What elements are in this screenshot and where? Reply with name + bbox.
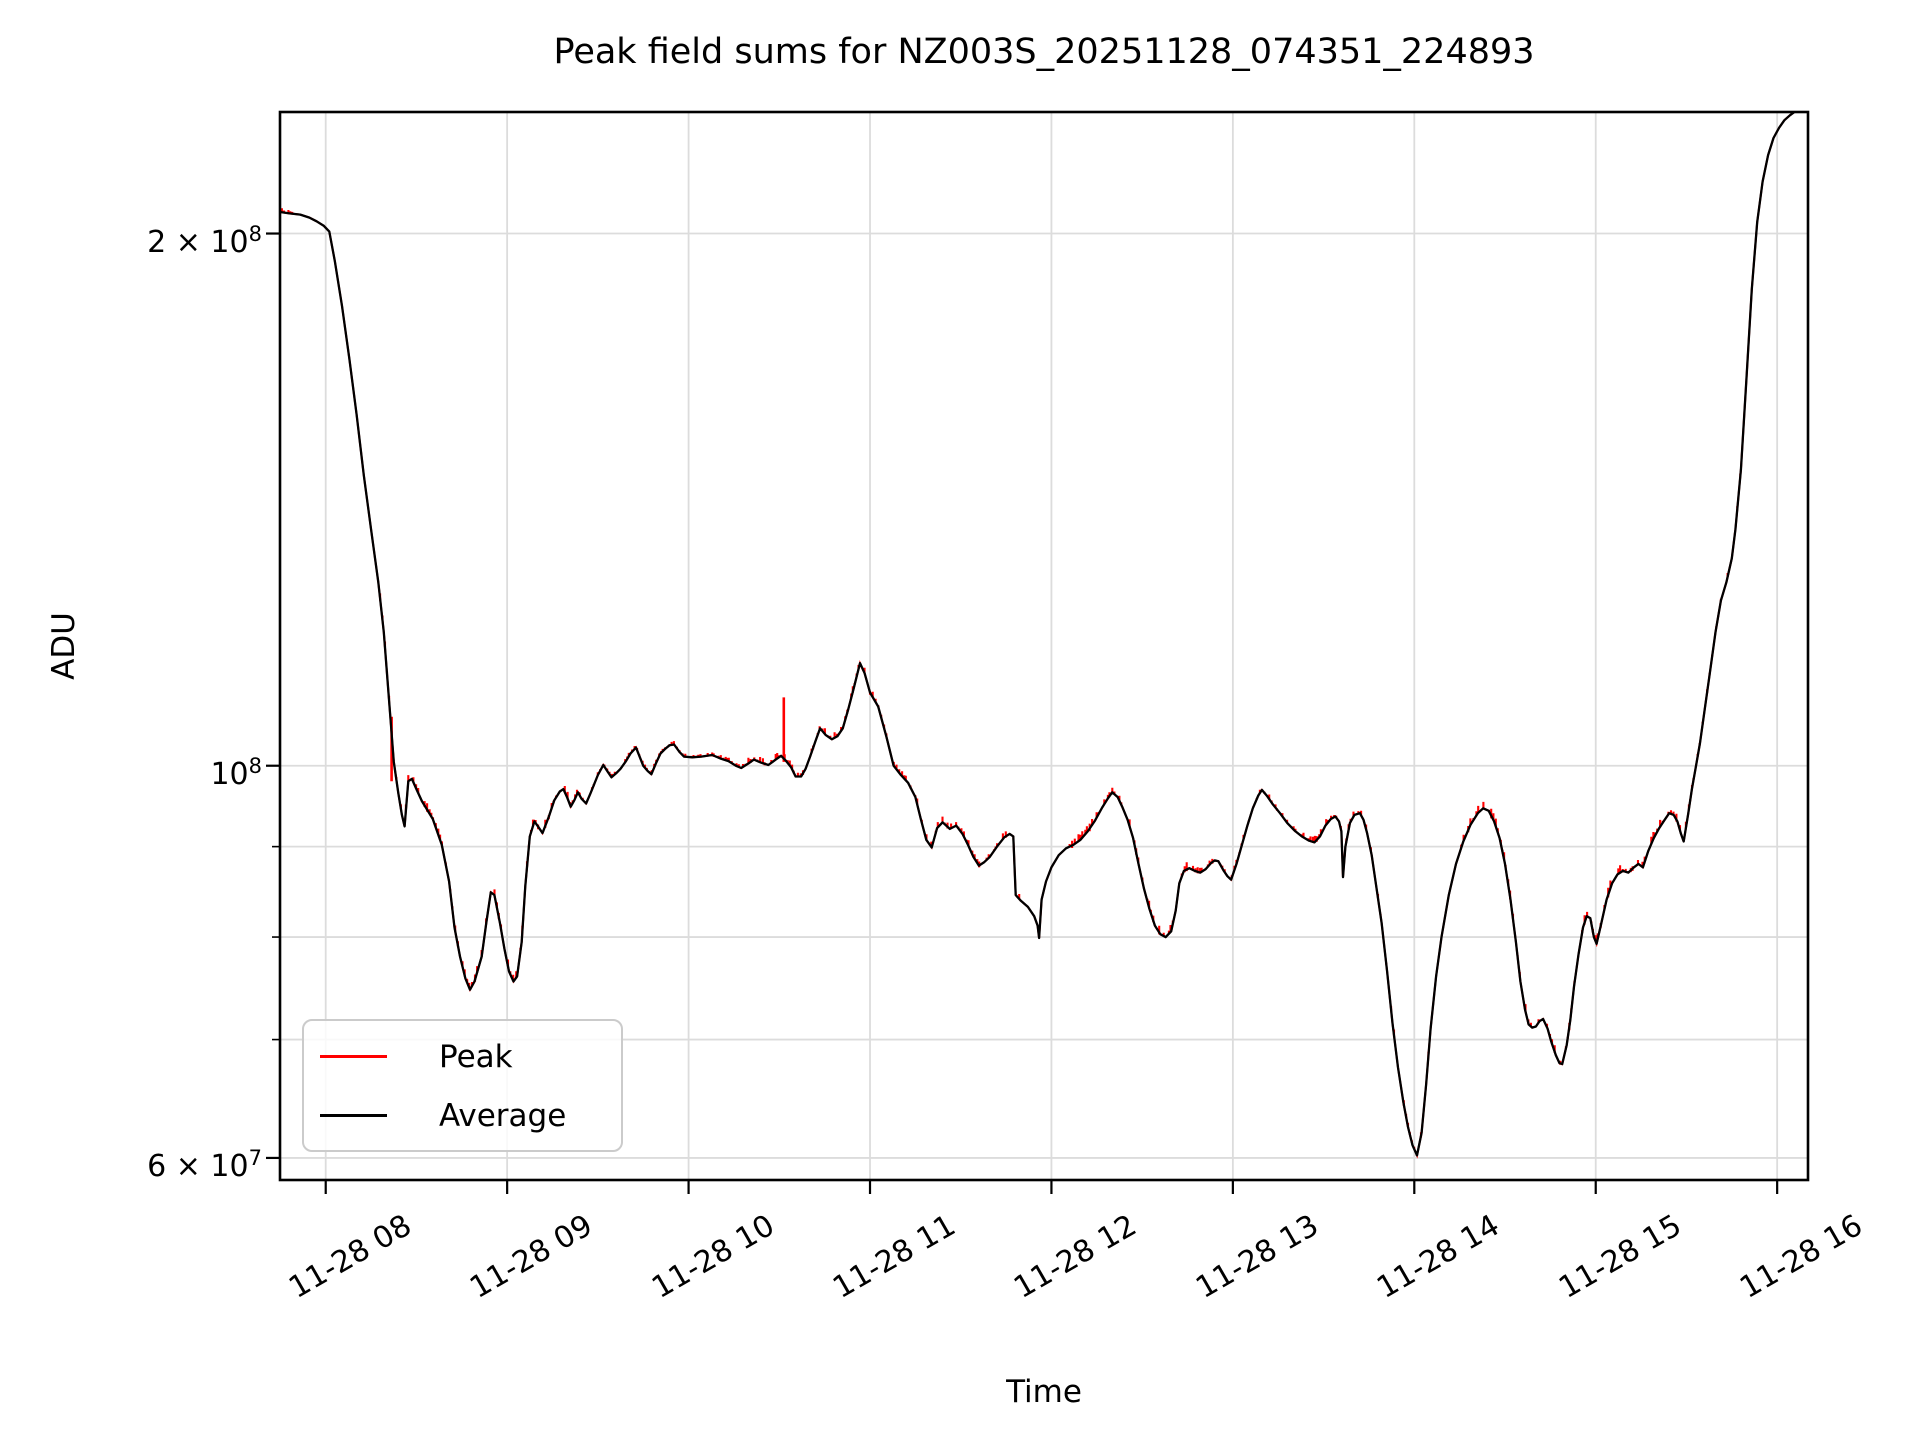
legend-label-peak: Peak [439, 1038, 513, 1075]
chart-title: Peak field sums for NZ003S_20251128_0743… [553, 32, 1535, 72]
y-tick-label: 2 × 108 [147, 221, 262, 260]
peak-noise-ticks [280, 208, 1742, 1156]
legend: Peak Average [302, 1019, 623, 1152]
axis-ticks [266, 232, 1779, 1194]
legend-item-average: Average [304, 1086, 621, 1145]
legend-item-peak: Peak [304, 1027, 621, 1086]
gridlines [280, 112, 1808, 1180]
y-axis-label: ADU [46, 612, 82, 680]
average-line [280, 112, 1797, 1157]
series-curves [280, 112, 1797, 1159]
legend-line-sample-peak [320, 1055, 387, 1058]
x-axis-label: Time [1006, 1374, 1082, 1410]
axes-spines [278, 110, 1810, 1182]
y-tick-label: 6 × 107 [147, 1145, 262, 1184]
peak-spikes [390, 697, 786, 782]
peak-line [280, 112, 1797, 1159]
legend-label-average: Average [439, 1097, 567, 1134]
y-tick-label: 108 [210, 753, 262, 792]
legend-line-sample-average [320, 1114, 387, 1117]
